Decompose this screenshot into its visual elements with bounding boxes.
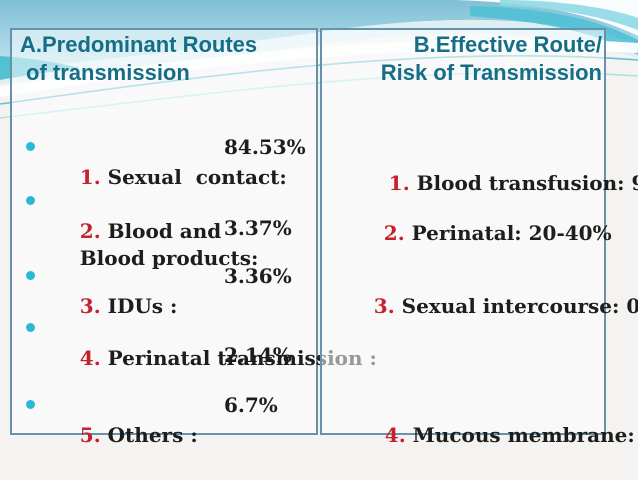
item-label: IDUs : [100,294,178,318]
item-number: 4. [384,423,406,447]
list-item-mucous-membrane: 4. Mucous membrane: 0.09% [322,390,635,447]
item-label: Blood products: [79,246,259,270]
list-item-blood-line2: Blood products: 3.37% [12,213,316,270]
item-number: 3. [373,294,395,318]
panel-predominant-routes: A.Predominant Routes of transmission 1. … [10,28,377,447]
item-number: 5. [79,423,101,447]
list-item-perinatal-line2: 2.14% [12,340,316,370]
item-number: 3. [79,294,101,318]
item-number: 2. [383,221,405,245]
item-number: 1. [79,165,101,189]
bullet-icon [26,323,35,332]
panel-effective-route: B.Effective Route/ Risk of Transmission … [320,28,638,447]
item-number: 1. [388,171,410,195]
bullet-icon [26,196,35,205]
list-item-blood-transfusion: 1. Blood transfusion: 90-95% [322,138,638,195]
item-value: 6.7% [224,393,278,417]
item-label: Perinatal: 20-40% [404,221,612,245]
item-number: 2. [79,219,101,243]
panel-b-title-line1: B.Effective Route/ [413,32,602,57]
panel-a-title-line2: of transmission [26,60,190,85]
list-item-sexual-intercourse: 3. Sexual intercourse: 0.1-1.0% [322,261,638,318]
item-label: Others : [100,423,198,447]
list-item-others: 5. Others : 6.7% [12,390,316,447]
item-label: Sexual contact: [100,165,287,189]
panel-a-title-line1: A.Predominant Routes [20,32,258,57]
item-number: 4. [79,346,101,370]
item-value: 3.36% [224,264,292,288]
list-item-perinatal: 4. Perinatal transmission : [12,313,377,370]
item-label: Blood and [100,219,222,243]
list-item-blood: 2. Blood and [12,186,316,243]
list-item-perinatal-risk: 2. Perinatal: 20-40% [322,188,612,245]
item-value: 3.37% [224,216,292,240]
item-label: Mucous membrane: 0.09% [412,423,635,447]
item-value: 2.14% [224,343,292,367]
list-item-sexual-contact: 1. Sexual contact: 84.53% [12,132,316,189]
panel-b-title-line2: Risk of Transmission [380,60,602,85]
item-label: Blood transfusion: 90-95% [416,171,638,195]
panel-a-title: A.Predominant Routes of transmission [12,31,316,87]
panel-b-title: B.Effective Route/ Risk of Transmission [322,31,604,87]
item-value: 84.53% [224,135,306,159]
list-item-idus: 3. IDUs : 3.36% [12,261,316,318]
bullet-icon [26,142,35,151]
bullet-icon [26,400,35,409]
bullet-icon [26,271,35,280]
item-label: Sexual intercourse: 0.1-1.0% [401,294,638,318]
